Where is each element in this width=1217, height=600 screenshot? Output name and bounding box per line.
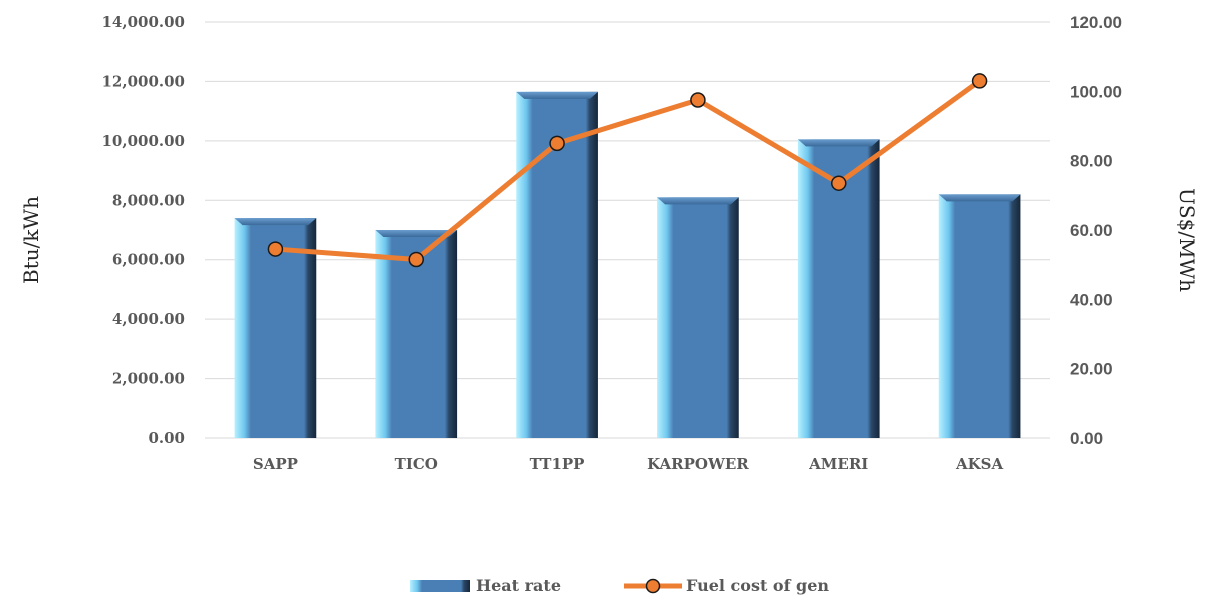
y-tick-label: 12,000.00 [101, 72, 185, 90]
y2-tick-label: 120.00 [1070, 13, 1122, 32]
line-point [267, 241, 284, 257]
axes: 0.00 2,000.00 4,000.00 6,000.00 8,000.00 10,0… [101, 13, 1122, 473]
y2-axis-title: US$/MWh [1175, 188, 1199, 292]
line-point [408, 251, 424, 268]
x-tick-label: TICO [395, 455, 438, 473]
line-point [971, 73, 988, 89]
fuel-cost-line [275, 78, 982, 262]
bar [938, 194, 1021, 438]
y-tick-label: 8,000.00 [112, 191, 185, 209]
line-point [549, 135, 565, 152]
legend-marker-fuel-cost [645, 578, 661, 594]
legend-item-fuel-cost: Fuel cost of gen [624, 576, 829, 595]
x-tick-label: TT1PP [530, 455, 585, 473]
x-tick-label: AMERI [808, 455, 868, 473]
y2-tick-label: 80.00 [1070, 152, 1113, 171]
line-point [690, 92, 706, 108]
legend-swatch-heat-rate [410, 580, 470, 592]
y-tick-label: 14,000.00 [101, 13, 185, 31]
y2-tick-label: 0.00 [1070, 429, 1103, 448]
y-tick-label: 2,000.00 [112, 370, 185, 388]
legend: Heat rate Fuel cost of gen [410, 576, 829, 595]
y2-tick-label: 60.00 [1070, 221, 1113, 240]
bar [516, 91, 598, 438]
x-tick-label: SAPP [253, 455, 298, 473]
y-tick-label: 10,000.00 [101, 132, 185, 150]
x-tick-label: AKSA [955, 455, 1004, 473]
bar [657, 197, 739, 438]
legend-item-heat-rate: Heat rate [410, 576, 561, 595]
y-tick-label: 0.00 [148, 429, 185, 447]
line-point [831, 175, 847, 191]
legend-label-fuel-cost: Fuel cost of gen [686, 576, 829, 595]
gridlines [205, 21, 1050, 439]
y-axis-title: Btu/kWh [19, 196, 43, 284]
x-tick-label: KARPOWER [647, 455, 749, 473]
line-series [267, 73, 988, 268]
legend-label-heat-rate: Heat rate [476, 576, 561, 595]
bar-series [234, 91, 1021, 438]
y-tick-label: 4,000.00 [112, 310, 185, 328]
y2-tick-label: 40.00 [1070, 290, 1113, 309]
y2-tick-label: 100.00 [1070, 82, 1122, 101]
y-tick-label: 6,000.00 [112, 251, 185, 269]
y2-tick-label: 20.00 [1070, 360, 1113, 379]
